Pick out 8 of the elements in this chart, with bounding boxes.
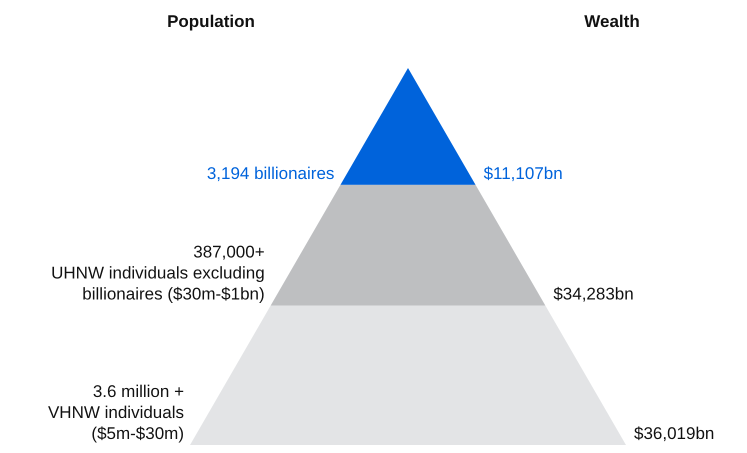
category-label: 3.6 million + VHNW individuals ($5m-$30m)	[48, 382, 184, 443]
data-label: $34,283bn	[553, 284, 634, 304]
category-label: 387,000+ UHNW individuals excluding billionaires ($30m-$1bn)	[51, 242, 265, 304]
data-label: $36,019bn	[634, 424, 714, 443]
category-label: 3,194 billionaires	[206, 164, 334, 183]
text: Population	[167, 12, 255, 31]
data-label: $11,107bn	[484, 164, 563, 183]
text: Wealth	[584, 12, 640, 31]
